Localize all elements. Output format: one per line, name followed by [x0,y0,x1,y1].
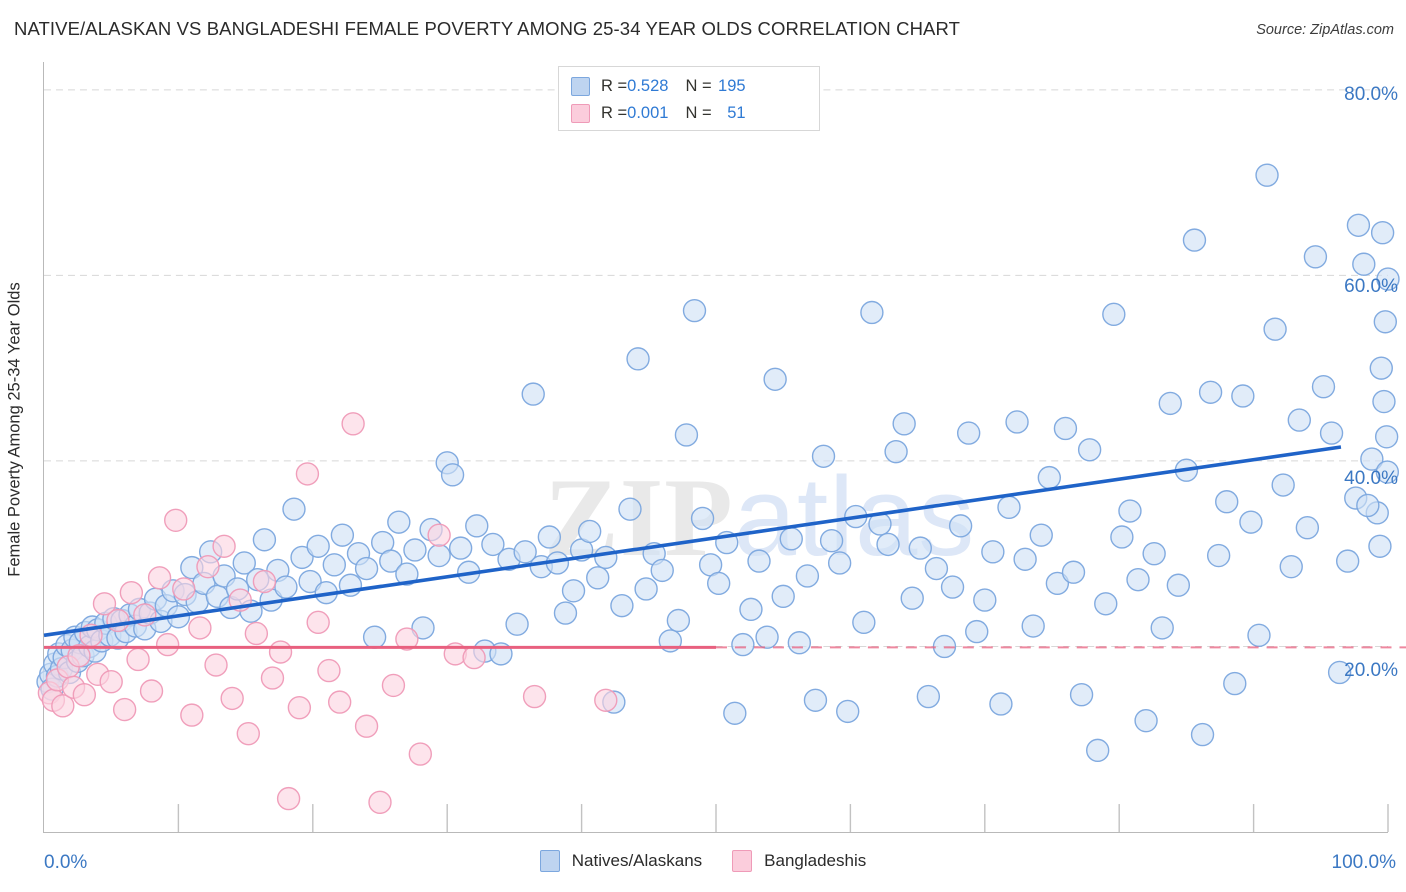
series-label-bangladeshis: Bangladeshis [764,851,867,870]
series-swatch-bangladeshis-icon [732,850,753,872]
y-tick-label-40: 40.0% [1344,468,1398,489]
stats-legend-row-bangladeshis: R = 0.001 N = 51 [571,100,809,127]
stat-n-label-pink: N = [685,104,712,122]
stat-n-value-pink: 51 [727,104,746,122]
y-tick-label-80: 80.0% [1344,84,1398,105]
page-title: NATIVE/ALASKAN VS BANGLADESHI FEMALE POV… [14,18,961,39]
series-swatch-natives-icon [539,850,560,872]
source-label: Source: ZipAtlas.com [1256,22,1394,38]
stat-r-value-blue: 0.528 [627,77,669,95]
series-points-natives-alaskans [36,163,1400,763]
series-points-bangladeshis [37,412,618,814]
legend-swatch-pink-icon [571,104,590,123]
scatter-svg [36,89,1406,832]
y-tick-label-20: 20.0% [1344,660,1398,681]
y-tick-label-60: 60.0% [1344,276,1398,297]
legend-swatch-blue-icon [571,77,590,96]
stat-r-label-pink: R = [601,104,628,122]
stat-r-label-blue: R = [601,77,628,95]
series-legend: Natives/Alaskans Bangladeshis [0,850,1406,872]
x-axis-min-label: 0.0% [44,852,88,873]
plot-area: ZIPatlas [36,62,1406,833]
stat-n-label-blue: N = [685,77,712,95]
stats-legend: R = 0.528 N = 195 R = 0.001 N = 51 [558,66,820,131]
stats-legend-row-natives: R = 0.528 N = 195 [571,73,809,100]
y-axis-title: Female Poverty Among 25-34 Year Olds [5,282,24,577]
series-legend-item-bangladeshis[interactable]: Bangladeshis [732,850,866,872]
x-axis-max-label: 100.0% [1331,852,1396,873]
series-legend-item-natives[interactable]: Natives/Alaskans [539,850,703,872]
stat-r-value-pink: 0.001 [627,104,669,122]
stat-n-value-blue: 195 [718,77,746,95]
series-label-natives: Natives/Alaskans [571,851,703,870]
